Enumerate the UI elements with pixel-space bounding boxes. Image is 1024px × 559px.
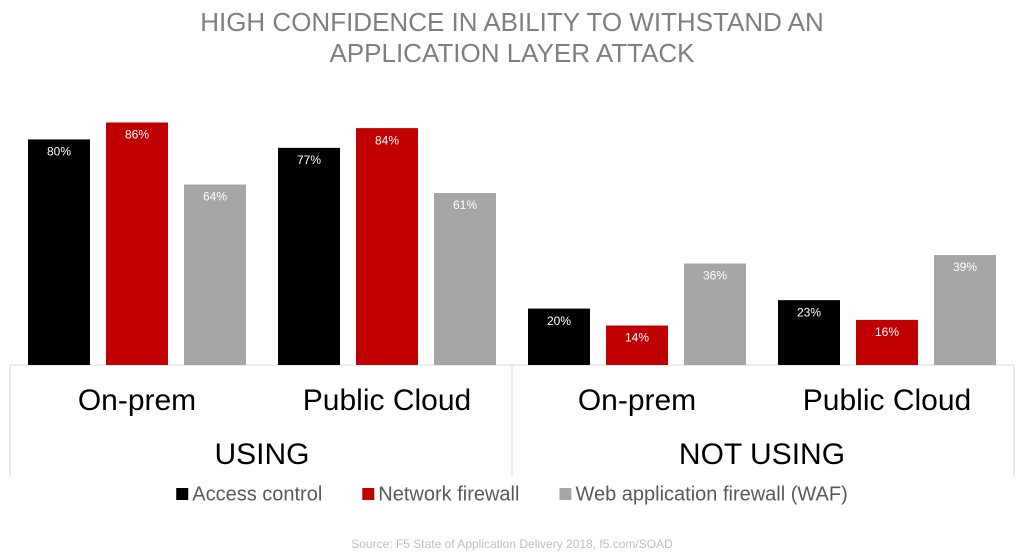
category-label: Public Cloud (303, 384, 471, 417)
bar (528, 308, 590, 365)
value-label: 77% (297, 153, 321, 167)
category-label: On-prem (78, 384, 196, 417)
chart-title: APPLICATION LAYER ATTACK (329, 38, 695, 68)
value-label: 86% (125, 128, 149, 142)
bar (606, 325, 668, 365)
bar (356, 128, 418, 365)
value-label: 80% (47, 145, 71, 159)
value-label: 39% (953, 260, 977, 274)
legend-label: Web application firewall (WAF) (575, 483, 847, 505)
bar (434, 192, 496, 365)
bar (278, 147, 340, 365)
value-label: 20% (547, 314, 571, 328)
bar (934, 255, 996, 365)
legend-swatch (176, 488, 189, 500)
value-label: 36% (703, 269, 727, 283)
value-label: 64% (203, 190, 227, 204)
bar (106, 122, 168, 365)
chart-title: HIGH CONFIDENCE IN ABILITY TO WITHSTAND … (200, 7, 824, 37)
bar (184, 184, 246, 365)
legend-label: Access control (192, 483, 322, 505)
group-label: USING (214, 438, 309, 471)
bar (28, 139, 90, 365)
source-note: Source: F5 State of Application Delivery… (351, 537, 673, 551)
bar (684, 263, 746, 365)
value-label: 16% (875, 325, 899, 339)
category-label: Public Cloud (803, 384, 971, 417)
legend-swatch (559, 488, 572, 500)
group-label: NOT USING (679, 438, 845, 471)
legend-label: Network firewall (378, 483, 519, 505)
legend-swatch (362, 488, 375, 500)
value-label: 61% (453, 198, 477, 212)
bar (778, 300, 840, 365)
category-label: On-prem (578, 384, 696, 417)
bar (856, 319, 918, 365)
value-label: 84% (375, 133, 399, 147)
value-label: 23% (797, 305, 821, 319)
value-label: 14% (625, 331, 649, 345)
